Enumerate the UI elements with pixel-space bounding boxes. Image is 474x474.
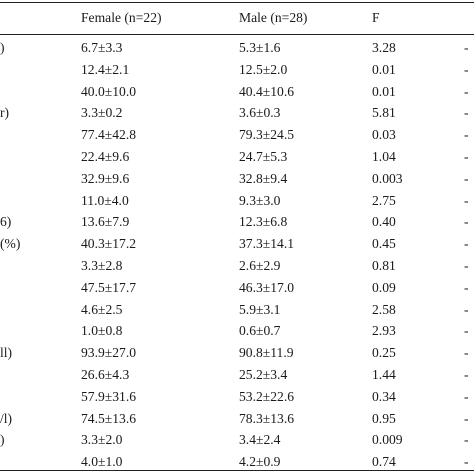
f-value: 2.93 [372,323,396,339]
male-value: 32.8±9.4 [239,170,288,186]
male-value: 12.5±2.0 [239,61,288,77]
p-value: - [464,236,469,252]
female-value: 11.0±4.0 [81,192,129,208]
f-value: 0.003 [372,170,403,186]
female-value: 57.9±31.6 [81,388,137,404]
female-value: 26.6±4.3 [81,367,130,382]
male-value: 4.2±0.9 [239,454,281,470]
p-value: - [464,367,469,382]
f-value: 1.44 [372,367,396,382]
f-value: 0.01 [372,83,396,99]
female-value: 93.9±27.0 [81,345,137,361]
f-value: 2.75 [372,192,396,208]
header-f: F [372,10,380,25]
female-value: 77.4±42.8 [81,127,137,143]
p-value: - [464,323,469,339]
row-label: ) [0,40,5,55]
f-value: 0.95 [372,410,396,426]
f-value: 0.009 [372,432,403,448]
female-value: 3.3±2.0 [81,432,123,448]
p-value: - [464,214,469,230]
p-value: - [464,40,469,55]
p-value: - [464,301,469,317]
p-value: - [464,410,469,426]
male-value: 53.2±22.6 [239,388,295,404]
p-value: - [464,170,469,186]
male-value: 12.3±6.8 [239,214,288,230]
female-value: 47.5±17.7 [81,279,137,295]
male-value: 24.7±5.3 [239,149,288,164]
f-value: 5.81 [372,105,396,121]
male-value: 9.3±3.0 [239,192,281,208]
table-top-rule [0,2,474,3]
f-value: 0.74 [372,454,396,470]
p-value: - [464,432,469,448]
male-value: 46.3±17.0 [239,279,295,295]
f-value: 0.09 [372,279,396,295]
female-value: 40.0±10.0 [81,83,137,99]
p-value: - [464,279,469,295]
header-female: Female (n=22) [81,10,162,25]
p-value: - [464,127,469,143]
f-value: 2.58 [372,301,396,317]
row-label: ll) [0,345,13,361]
male-value: 5.3±1.6 [239,40,281,55]
female-value: 22.4±9.6 [81,149,130,164]
male-value: 5.9±3.1 [239,301,281,317]
female-value: 3.3±2.8 [81,258,123,273]
male-value: 2.6±2.9 [239,258,281,273]
f-value: 0.25 [372,345,396,361]
p-value: - [464,61,469,77]
male-value: 3.6±0.3 [239,105,281,121]
female-value: 12.4±2.1 [81,61,130,77]
row-label: 6) [0,214,12,230]
p-value: - [464,454,469,470]
table-header-rule [0,34,474,35]
female-value: 4.6±2.5 [81,301,123,317]
row-label: r) [0,105,10,121]
male-value: 0.6±0.7 [239,323,281,339]
f-value: 0.45 [372,236,396,252]
female-value: 74.5±13.6 [81,410,137,426]
female-value: 1.0±0.8 [81,323,123,339]
p-value: - [464,149,469,164]
row-label: /l) [0,410,13,426]
female-value: 32.9±9.6 [81,170,130,186]
f-value: 0.40 [372,214,396,230]
female-value: 6.7±3.3 [81,40,123,55]
f-value: 3.28 [372,40,396,55]
p-value: - [464,258,469,273]
p-value: - [464,83,469,99]
f-value: 0.03 [372,127,396,143]
row-label: (%) [0,236,21,252]
male-value: 90.8±11.9 [239,345,294,361]
f-value: 1.04 [372,149,396,164]
female-value: 4.0±1.0 [81,454,123,470]
female-value: 13.6±7.9 [81,214,130,230]
p-value: - [464,192,469,208]
p-value: - [464,105,469,121]
p-value: - [464,345,469,361]
f-value: 0.34 [372,388,396,404]
male-value: 37.3±14.1 [239,236,295,252]
male-value: 78.3±13.6 [239,410,295,426]
female-value: 3.3±0.2 [81,105,123,121]
male-value: 79.3±24.5 [239,127,295,143]
male-value: 25.2±3.4 [239,367,288,382]
male-value: 3.4±2.4 [239,432,281,448]
male-value: 40.4±10.6 [239,83,295,99]
p-value: - [464,388,469,404]
table-bottom-rule [0,470,474,471]
female-value: 40.3±17.2 [81,236,137,252]
header-male: Male (n=28) [239,10,308,25]
f-value: 0.81 [372,258,396,273]
f-value: 0.01 [372,61,396,77]
row-label: ) [0,432,5,448]
